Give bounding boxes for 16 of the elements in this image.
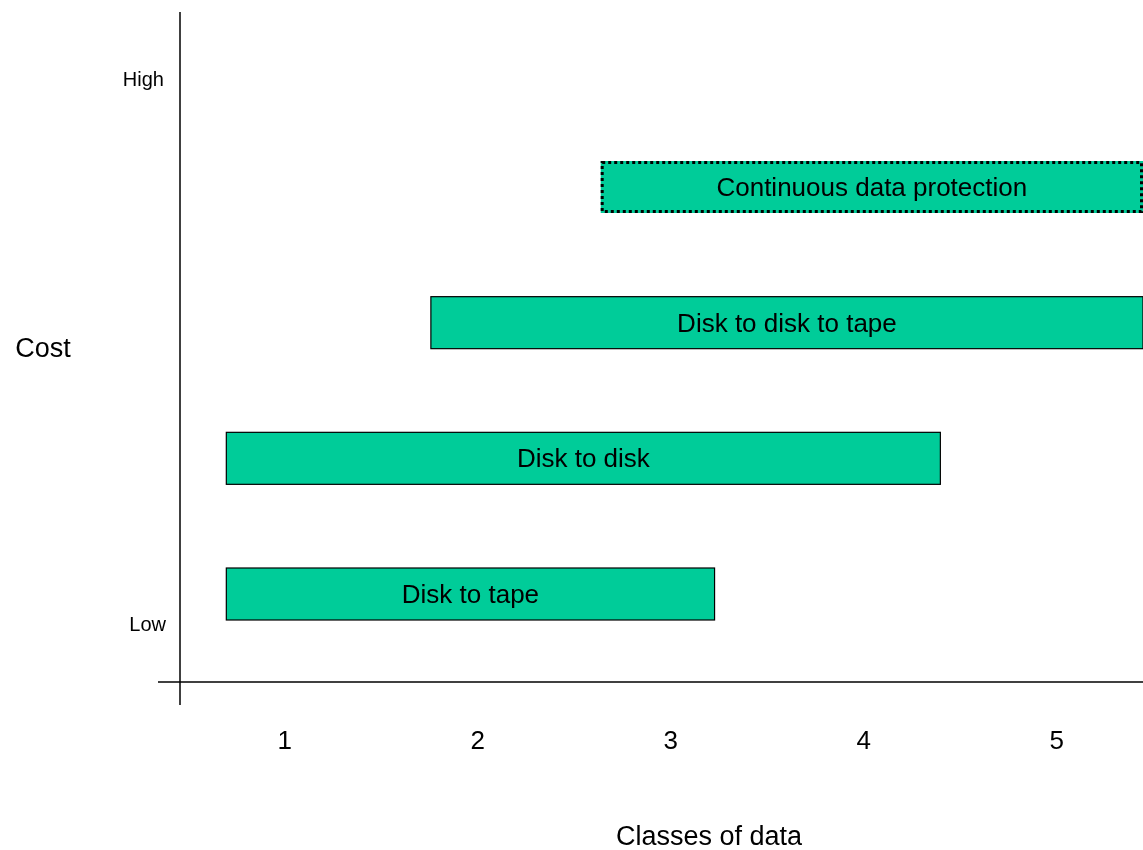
x-tick-label: 5 bbox=[1049, 725, 1064, 755]
y-tick-label: Continuous data protection bbox=[716, 172, 1028, 202]
y-axis-title: Cost bbox=[15, 333, 72, 363]
bar bbox=[225, 431, 941, 485]
x-tick-label: 3 bbox=[663, 725, 678, 755]
y-tick-label: Disk to disk bbox=[516, 443, 651, 474]
text: Low bbox=[129, 613, 167, 635]
text: High bbox=[122, 68, 164, 90]
y-tick-label: Disk to disk to tape bbox=[677, 307, 897, 338]
bar bbox=[430, 296, 1143, 350]
x-axis-title: Classes of data bbox=[615, 821, 804, 850]
y-tick-label: Disk to tape bbox=[401, 579, 540, 609]
x-tick-label: 1 bbox=[277, 725, 292, 755]
x-tick-label: 4 bbox=[856, 725, 871, 755]
bar bbox=[225, 567, 716, 621]
x-tick-label: 2 bbox=[470, 725, 485, 755]
